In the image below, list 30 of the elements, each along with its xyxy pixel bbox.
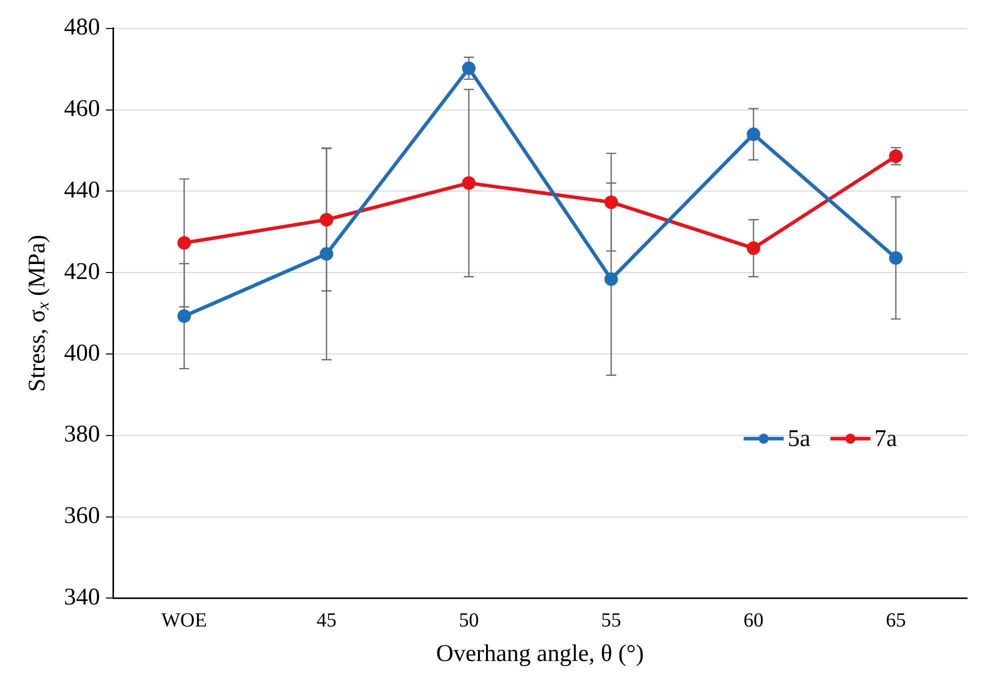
y-tick-label: 400 [64, 340, 100, 366]
point [177, 309, 191, 323]
point [462, 62, 476, 76]
point [746, 241, 760, 255]
x-tick-label: WOE [161, 609, 207, 632]
y-tick-label: 420 [64, 258, 100, 285]
point [177, 236, 191, 250]
point [889, 251, 903, 265]
x-tick-label: 60 [744, 609, 764, 632]
y-axis-title: Stress, σx (MPa) [24, 234, 52, 392]
point [746, 127, 760, 141]
x-axis-title: Overhang angle, θ (°) [436, 640, 644, 667]
x-tick-label: 45 [316, 609, 336, 632]
point [889, 149, 903, 163]
y-tick-label: 380 [64, 422, 100, 448]
y-tick-label: 440 [64, 177, 100, 204]
x-tick-label: 55 [601, 609, 622, 632]
y-tick-label: 340 [64, 584, 100, 610]
point [320, 212, 334, 226]
legend-label: 7a [874, 426, 898, 452]
y-tick-label: 480 [64, 14, 100, 41]
y-tick-label: 360 [64, 503, 100, 530]
point [462, 176, 476, 190]
x-tick-label: 65 [886, 609, 906, 632]
y-tick-label: 460 [64, 96, 100, 122]
point [604, 272, 618, 286]
x-tick-label: 50 [458, 609, 479, 632]
legend-label: 5a [788, 426, 811, 452]
point [320, 247, 334, 261]
point [604, 195, 618, 209]
